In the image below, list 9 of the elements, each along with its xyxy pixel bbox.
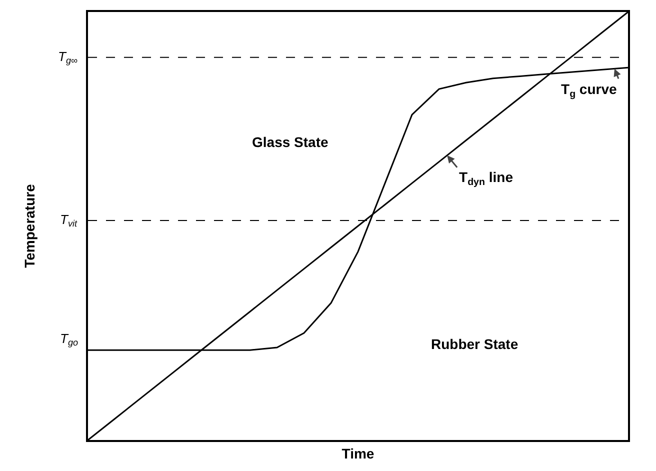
- annotation: Glass State: [252, 134, 328, 150]
- text: T$_{go}$: [60, 331, 78, 348]
- series-label: T$_{g}$ curve: [561, 81, 618, 100]
- annotation: Rubber State: [431, 336, 518, 352]
- y-axis-title: Temperature: [21, 184, 38, 268]
- ref-line-label: T$_{vit}$: [60, 212, 78, 229]
- ref-line-label: T$_{g∞}$: [58, 49, 78, 66]
- series-label: T$_{dyn}$ line: [459, 169, 514, 188]
- x-axis-title: Time: [342, 446, 374, 462]
